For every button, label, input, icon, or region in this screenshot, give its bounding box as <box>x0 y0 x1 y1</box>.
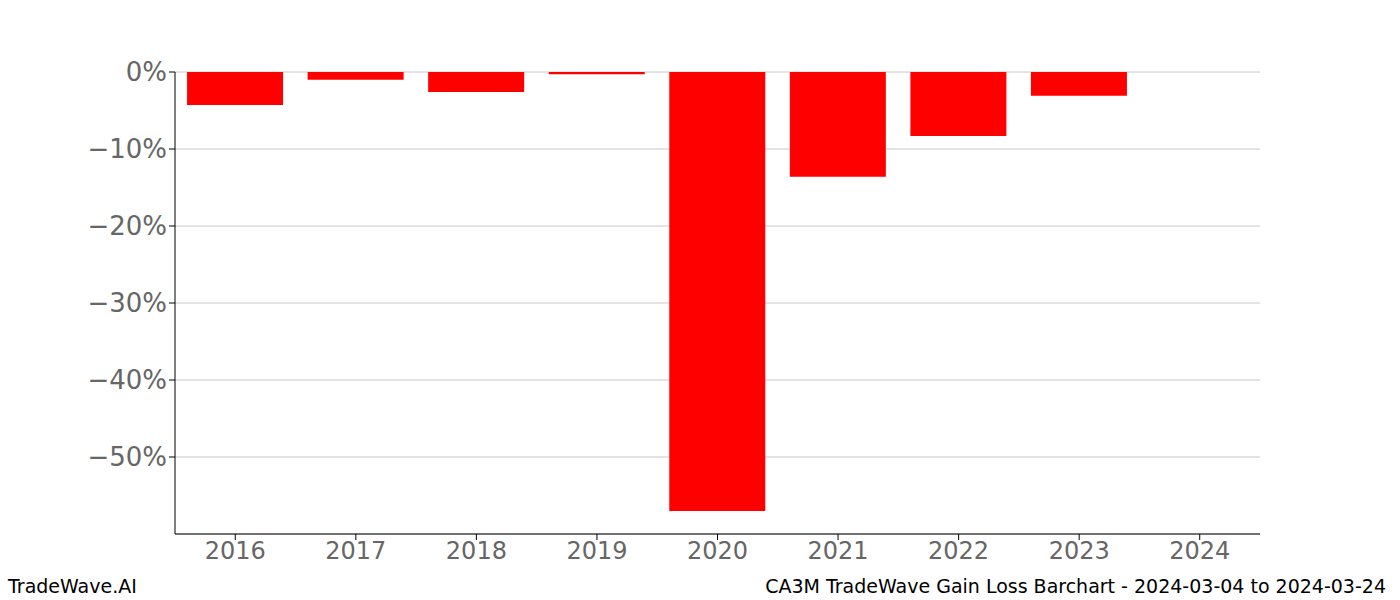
svg-text:2017: 2017 <box>325 537 386 565</box>
svg-text:−30%: −30% <box>87 288 167 318</box>
svg-text:2020: 2020 <box>687 537 748 565</box>
svg-text:−20%: −20% <box>87 211 167 241</box>
svg-text:2016: 2016 <box>205 537 266 565</box>
svg-text:2023: 2023 <box>1049 537 1110 565</box>
svg-text:−50%: −50% <box>87 442 167 472</box>
svg-text:2022: 2022 <box>928 537 989 565</box>
html-text:TradeWave.AI: TradeWave.AI <box>8 575 137 597</box>
svg-text:2021: 2021 <box>808 537 869 565</box>
svg-text:2024: 2024 <box>1169 537 1230 565</box>
html-text:CA3M TradeWave Gain Loss Barch: CA3M TradeWave Gain Loss Barchart - 2024… <box>765 575 1386 597</box>
svg-text:−10%: −10% <box>87 134 167 164</box>
svg-text:2019: 2019 <box>566 537 627 565</box>
svg-text:−40%: −40% <box>87 365 167 395</box>
svg-text:0%: 0% <box>126 57 167 87</box>
svg-text:2018: 2018 <box>446 537 507 565</box>
